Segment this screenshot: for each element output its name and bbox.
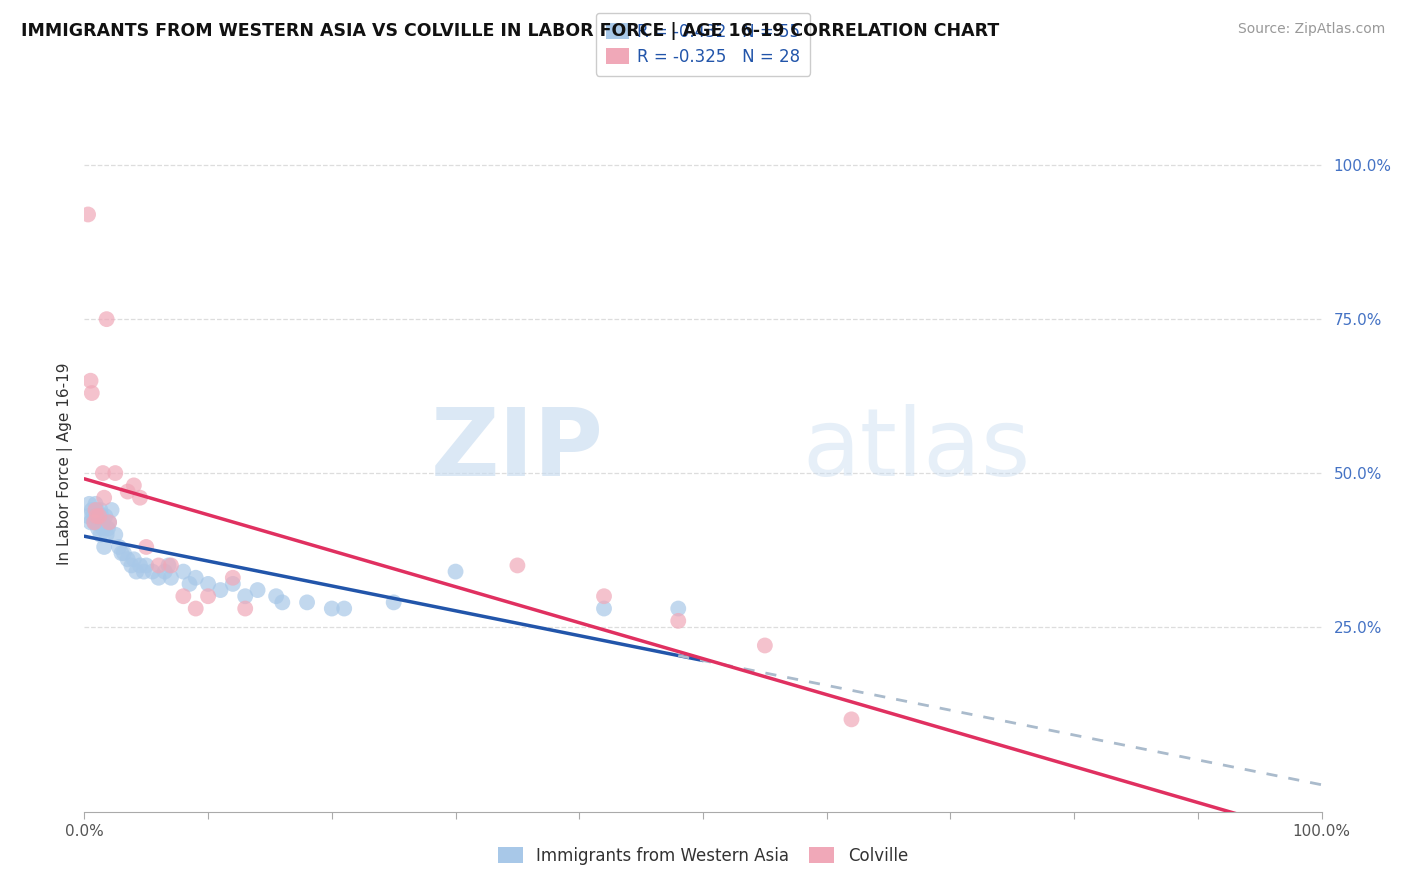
Point (82, 509, 104, 524)
Point (89, 509, 111, 524)
Point (135, 540, 157, 554)
Point (89, 509, 111, 524)
Point (80, 503, 103, 517)
Point (91, 516, 114, 530)
Point (197, 589, 219, 603)
Point (104, 527, 127, 541)
Point (86, 509, 108, 524)
Point (86, 516, 108, 530)
Point (80, 386, 103, 401)
Point (98, 516, 121, 530)
Point (94, 509, 117, 524)
Point (97, 521, 120, 535)
Point (89, 527, 111, 541)
Point (184, 601, 207, 615)
Point (841, 712, 863, 726)
Point (122, 478, 145, 492)
Point (666, 601, 689, 615)
Point (160, 558, 183, 573)
Legend: Immigrants from Western Asia, Colville: Immigrants from Western Asia, Colville (489, 838, 917, 873)
Point (77, 207, 100, 221)
Point (79, 516, 101, 530)
Point (264, 589, 287, 603)
Point (148, 571, 170, 585)
Point (79, 497, 101, 511)
Point (135, 558, 157, 573)
Point (83, 516, 105, 530)
Point (222, 577, 245, 591)
Point (172, 589, 194, 603)
Point (295, 595, 318, 609)
Point (83, 516, 105, 530)
Point (197, 577, 219, 591)
Point (125, 565, 148, 579)
Point (593, 601, 616, 615)
Point (141, 565, 163, 579)
Point (754, 639, 776, 653)
Point (100, 503, 122, 517)
Point (98, 516, 121, 530)
Point (87, 521, 110, 535)
Point (117, 552, 139, 566)
Point (172, 565, 194, 579)
Text: atlas: atlas (801, 404, 1031, 496)
Point (112, 546, 135, 560)
Point (91, 466, 114, 480)
Point (157, 558, 180, 573)
Point (321, 601, 343, 615)
Point (233, 589, 256, 603)
Point (104, 466, 127, 480)
Point (160, 571, 183, 585)
Point (93, 540, 115, 554)
Point (444, 565, 467, 579)
Point (153, 565, 176, 579)
Point (77, 509, 100, 524)
Y-axis label: In Labor Force | Age 16-19: In Labor Force | Age 16-19 (58, 362, 73, 566)
Point (132, 565, 155, 579)
Point (122, 552, 145, 566)
Point (120, 558, 142, 573)
Point (148, 558, 170, 573)
Point (233, 601, 256, 615)
Point (96, 312, 118, 326)
Point (271, 595, 294, 609)
Point (222, 571, 245, 585)
Text: IMMIGRANTS FROM WESTERN ASIA VS COLVILLE IN LABOR FORCE | AGE 16-19 CORRELATION : IMMIGRANTS FROM WESTERN ASIA VS COLVILLE… (21, 22, 1000, 40)
Point (96, 527, 118, 541)
Point (93, 491, 115, 505)
Point (382, 595, 405, 609)
Point (91, 521, 114, 535)
Point (84, 497, 107, 511)
Text: ZIP: ZIP (432, 404, 605, 496)
Point (333, 601, 356, 615)
Point (593, 589, 616, 603)
Point (89, 503, 111, 517)
Point (246, 583, 269, 598)
Point (117, 484, 139, 499)
Point (90, 509, 112, 524)
Point (184, 571, 207, 585)
Point (129, 491, 152, 505)
Point (86, 503, 108, 517)
Point (79, 374, 101, 388)
Point (179, 577, 201, 591)
Point (506, 558, 529, 573)
Text: Source: ZipAtlas.com: Source: ZipAtlas.com (1237, 22, 1385, 37)
Point (108, 540, 131, 554)
Point (129, 558, 152, 573)
Point (84, 503, 107, 517)
Point (666, 614, 689, 628)
Point (209, 583, 232, 598)
Point (110, 546, 132, 560)
